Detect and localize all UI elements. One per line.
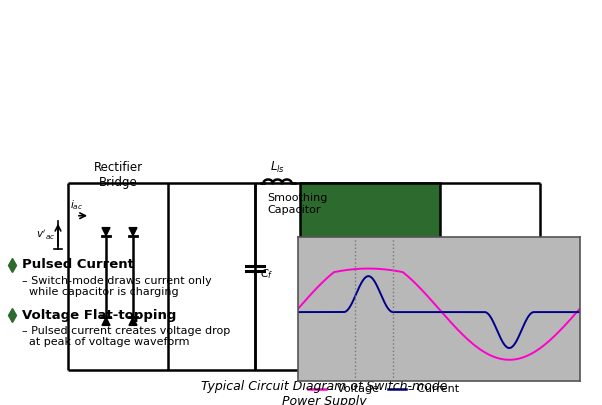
Text: Pulsed Current: Pulsed Current	[22, 258, 134, 271]
Text: – Switch-mode draws current only: – Switch-mode draws current only	[22, 276, 212, 286]
Text: $v'_{ac}$: $v'_{ac}$	[36, 228, 56, 242]
Text: $C_f$: $C_f$	[260, 268, 273, 281]
Text: – Current: – Current	[408, 384, 459, 394]
Text: Load: Load	[552, 265, 582, 278]
Polygon shape	[129, 228, 137, 236]
Text: Rectifier
Bridge: Rectifier Bridge	[93, 161, 143, 189]
Text: $L_{ls}$: $L_{ls}$	[270, 160, 285, 175]
Text: while capacitor is charging: while capacitor is charging	[22, 287, 179, 297]
Text: Typical Circuit Diagram of Switch-mode
Power Supply: Typical Circuit Diagram of Switch-mode P…	[201, 380, 447, 405]
Text: $i_{ac}$: $i_{ac}$	[70, 198, 83, 212]
Text: Switch-mode
dc-to-dc
converter: Switch-mode dc-to-dc converter	[321, 252, 418, 295]
Polygon shape	[129, 318, 137, 325]
Polygon shape	[102, 318, 110, 325]
Text: Smoothing
Capacitor: Smoothing Capacitor	[267, 193, 327, 215]
Text: Voltage Flat-topping: Voltage Flat-topping	[22, 309, 176, 322]
Text: – Pulsed current creates voltage drop: – Pulsed current creates voltage drop	[22, 326, 230, 336]
Text: – Voltage: – Voltage	[328, 384, 379, 394]
Text: at peak of voltage waveform: at peak of voltage waveform	[22, 337, 190, 347]
Bar	[300, 183, 440, 370]
Polygon shape	[102, 228, 110, 236]
